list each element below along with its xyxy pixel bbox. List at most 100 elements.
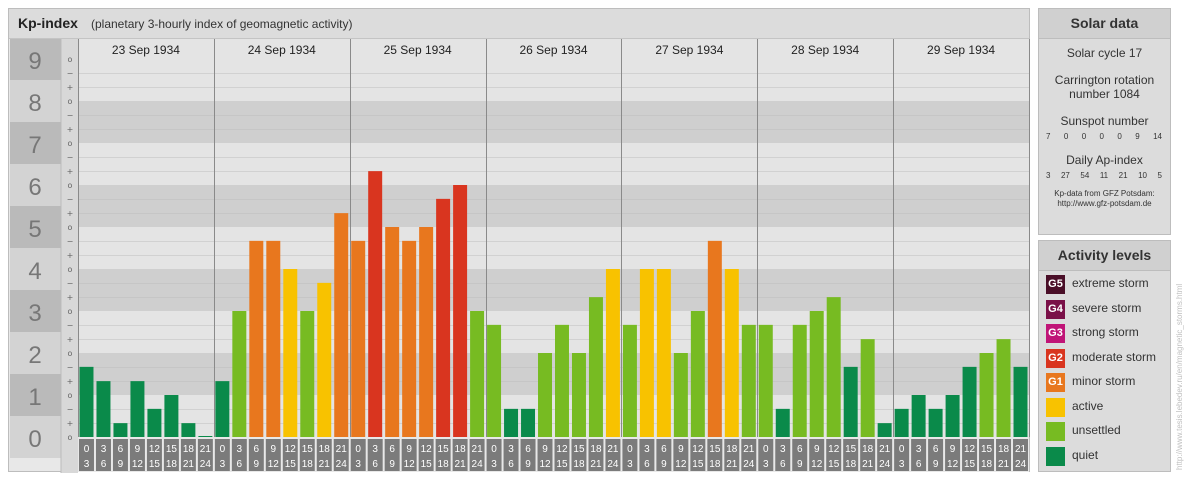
- kp-bar: [79, 366, 94, 437]
- interval-start-label: 21: [1015, 444, 1027, 455]
- interval-cell: [299, 439, 315, 471]
- interval-cell: [79, 439, 94, 471]
- kp-chart-panel: Kp-index (planetary 3-hourly index of ge…: [8, 8, 1030, 473]
- interval-start-label: 3: [101, 444, 107, 455]
- y-minor-mark: +: [67, 335, 74, 344]
- activity-level-item: G5 extreme storm: [1046, 275, 1168, 295]
- kp-bar: [860, 339, 875, 437]
- activity-level-swatch: [1046, 446, 1065, 466]
- credit-link[interactable]: http://www.gfz-potsdam.de: [1057, 199, 1152, 208]
- kp-bar: [470, 311, 485, 437]
- interval-start-label: 12: [828, 444, 840, 455]
- y-axis-band: [10, 206, 61, 248]
- interval-cell: [537, 439, 553, 471]
- interval-start-label: 18: [183, 444, 195, 455]
- interval-cell: [316, 439, 332, 471]
- day-label: 28 Sep 1934: [791, 43, 859, 57]
- activity-level-item: quiet: [1046, 446, 1168, 467]
- interval-start-label: 6: [661, 444, 667, 455]
- kp-bar: [996, 339, 1011, 437]
- y-axis-band: [10, 290, 61, 332]
- y-tick-label: 6: [28, 174, 41, 201]
- y-minor-mark: −: [67, 195, 74, 204]
- grid-band: [78, 311, 1029, 353]
- interval-end-label: 9: [661, 459, 667, 470]
- solar-cycle: Solar cycle 17: [1066, 46, 1143, 60]
- interval-end-label: 15: [828, 459, 840, 470]
- interval-cell: [452, 439, 468, 471]
- interval-end-label: 6: [780, 459, 786, 470]
- interval-cell: [945, 439, 961, 471]
- kp-bar: [809, 311, 824, 437]
- interval-start-label: 18: [862, 444, 874, 455]
- interval-start-label: 9: [678, 444, 684, 455]
- interval-cell: [622, 439, 638, 471]
- ap-value: 27: [1060, 171, 1070, 180]
- interval-start-label: 0: [220, 444, 226, 455]
- day-label: 25 Sep 1934: [384, 43, 452, 57]
- interval-start-label: 15: [438, 444, 450, 455]
- kp-bar: [385, 227, 400, 437]
- interval-end-label: 12: [132, 459, 144, 470]
- activity-level-swatch: [1046, 397, 1065, 417]
- interval-start-label: 18: [726, 444, 738, 455]
- interval-end-label: 6: [508, 459, 514, 470]
- kp-bar: [351, 240, 366, 437]
- interval-end-label: 15: [964, 459, 976, 470]
- interval-start-label: 3: [644, 444, 650, 455]
- activity-level-item: G3 strong storm: [1046, 324, 1168, 344]
- y-minor-mark: o: [68, 349, 73, 358]
- interval-start-label: 12: [421, 444, 433, 455]
- interval-end-label: 21: [726, 459, 738, 470]
- y-minor-mark: +: [67, 83, 74, 92]
- interval-start-label: 9: [271, 444, 277, 455]
- chart-title-bar: Kp-index (planetary 3-hourly index of ge…: [9, 9, 1029, 39]
- y-minor-mark: −: [67, 111, 74, 120]
- interval-start-label: 9: [542, 444, 548, 455]
- interval-cell: [180, 439, 196, 471]
- sunspot-value: 0: [1063, 132, 1069, 141]
- kp-bar: [334, 213, 349, 437]
- interval-end-label: 9: [525, 459, 531, 470]
- interval-cell: [741, 439, 757, 471]
- y-minor-mark: +: [67, 251, 74, 260]
- kp-bar: [979, 353, 994, 437]
- interval-end-label: 21: [862, 459, 874, 470]
- kp-bar: [622, 324, 637, 437]
- interval-start-label: 3: [508, 444, 514, 455]
- interval-end-label: 18: [845, 459, 857, 470]
- activity-levels-title: Activity levels: [1039, 241, 1170, 271]
- kp-bar: [894, 408, 909, 437]
- day-label: 23 Sep 1934: [112, 43, 180, 57]
- y-tick-label: 1: [28, 384, 41, 411]
- interval-end-label: 3: [491, 459, 497, 470]
- interval-end-label: 15: [421, 459, 433, 470]
- interval-end-label: 3: [220, 459, 226, 470]
- kp-bar: [843, 366, 858, 437]
- grid-band: [78, 143, 1029, 185]
- day-label: 27 Sep 1934: [655, 43, 723, 57]
- interval-cell: [197, 439, 213, 471]
- kp-bar: [402, 240, 417, 437]
- minor-mark-column: [61, 39, 78, 473]
- y-tick-label: 8: [28, 90, 41, 117]
- ap-value: 10: [1138, 171, 1147, 180]
- day-label: 26 Sep 1934: [519, 43, 587, 57]
- sunspot-value: 0: [1117, 132, 1122, 141]
- y-minor-mark: +: [67, 167, 74, 176]
- kp-bar: [232, 311, 247, 437]
- grid-band: [78, 227, 1029, 269]
- y-tick-label: 7: [28, 132, 41, 159]
- interval-end-label: 12: [947, 459, 959, 470]
- kp-bar: [758, 324, 773, 437]
- interval-end-label: 24: [879, 459, 891, 470]
- interval-start-label: 18: [590, 444, 602, 455]
- interval-cell: [911, 439, 927, 471]
- interval-start-label: 12: [692, 444, 704, 455]
- interval-end-label: 6: [101, 459, 107, 470]
- grid-band: [78, 269, 1029, 311]
- kp-bar: [555, 324, 569, 437]
- y-axis-band: [10, 374, 61, 416]
- credit-line-1: Kp-data from GFZ Potsdam:: [1054, 189, 1155, 198]
- kp-bar: [962, 366, 977, 437]
